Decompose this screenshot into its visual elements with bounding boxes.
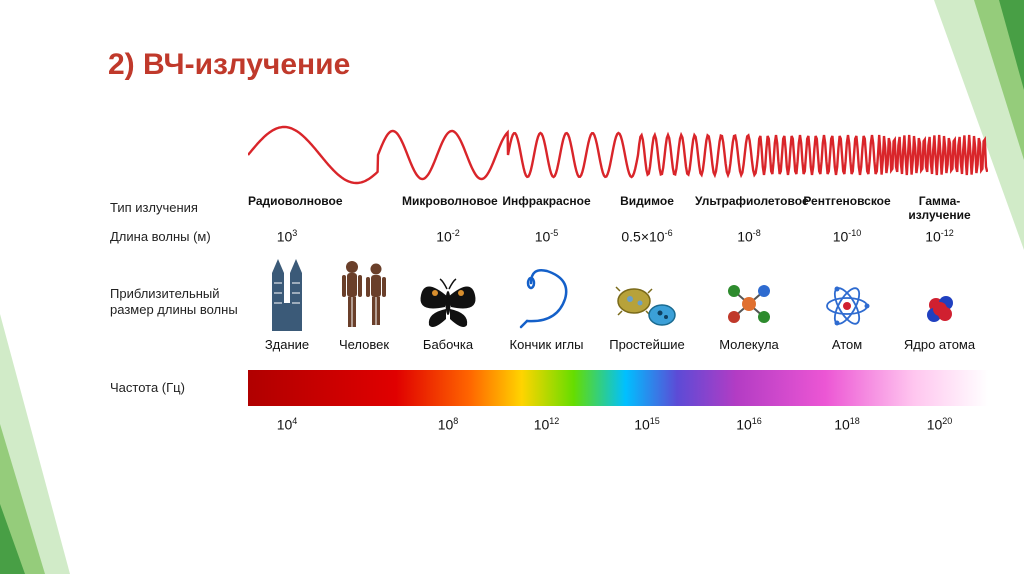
type-6: Рентгеновское <box>803 194 891 222</box>
wavelength-6: 10-10 <box>803 228 891 245</box>
frequency-1 <box>326 416 402 433</box>
label-size: Приблизительный размер длины волны <box>110 264 248 317</box>
spectrum-diagram: Тип излучения Радиоволновое Микроволновое… <box>110 120 990 438</box>
wave-curve <box>248 120 988 190</box>
analogy-label-0: Здание <box>248 337 326 352</box>
type-7: Гамма-излучение <box>891 194 988 222</box>
type-0: Радиоволновое <box>248 194 326 222</box>
frequency-4: 1015 <box>599 416 695 433</box>
analogy-icon-0 <box>248 253 326 331</box>
row-type: Тип излучения Радиоволновое Микроволновое… <box>110 194 990 222</box>
wavelength-7: 10-12 <box>891 228 988 245</box>
row-frequency-bar: Частота (Гц) <box>110 370 990 406</box>
frequency-2: 108 <box>402 416 494 433</box>
frequency-5: 1016 <box>695 416 803 433</box>
row-analogy-labels: ЗданиеЧеловекБабочкаКончик иглыПростейши… <box>110 337 990 352</box>
row-wavelength: Длина волны (м) 10310-210-50.5×10-610-81… <box>110 228 990 245</box>
analogy-label-4: Простейшие <box>599 337 695 352</box>
analogy-icon-2 <box>402 275 494 331</box>
type-2: Микроволновое <box>402 194 494 222</box>
frequency-6: 1018 <box>803 416 891 433</box>
analogy-icon-7 <box>891 287 988 331</box>
type-3: Инфракрасное <box>494 194 599 222</box>
analogy-label-7: Ядро атома <box>891 337 988 352</box>
slide-title: 2) ВЧ-излучение <box>108 48 350 82</box>
type-5: Ультрафиолетовое <box>695 194 803 222</box>
analogy-label-5: Молекула <box>695 337 803 352</box>
frequency-0: 104 <box>248 416 326 433</box>
analogy-label-6: Атом <box>803 337 891 352</box>
wavelength-3: 10-5 <box>494 228 599 245</box>
wavelength-5: 10-8 <box>695 228 803 245</box>
analogy-icon-5 <box>695 277 803 331</box>
wavelength-0: 103 <box>248 228 326 245</box>
row-size-illus: Приблизительный размер длины волны <box>110 251 990 331</box>
wavelength-4: 0.5×10-6 <box>599 228 695 245</box>
frequency-gradient <box>248 370 988 406</box>
analogy-icon-4 <box>599 279 695 331</box>
frequency-7: 1020 <box>891 416 988 433</box>
label-wavelength: Длина волны (м) <box>110 229 248 245</box>
wavelength-2: 10-2 <box>402 228 494 245</box>
analogy-label-3: Кончик иглы <box>494 337 599 352</box>
frequency-3: 1012 <box>494 416 599 433</box>
deco-left <box>0 194 120 574</box>
analogy-label-1: Человек <box>326 337 402 352</box>
type-4: Видимое <box>599 194 695 222</box>
analogy-icon-6 <box>803 281 891 331</box>
label-type: Тип излучения <box>110 200 248 216</box>
analogy-icon-1 <box>326 257 402 331</box>
analogy-icon-3 <box>494 261 599 331</box>
analogy-label-2: Бабочка <box>402 337 494 352</box>
label-frequency: Частота (Гц) <box>110 380 248 396</box>
wavelength-1 <box>326 228 402 245</box>
type-1 <box>326 194 402 222</box>
row-frequency-values: 104 10810121015101610181020 <box>110 416 990 433</box>
